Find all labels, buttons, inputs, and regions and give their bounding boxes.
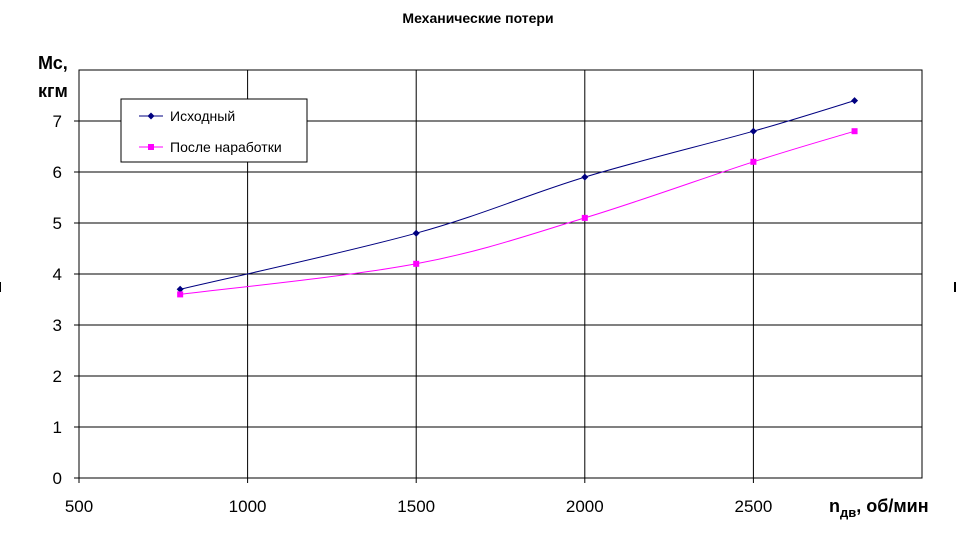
x-tick-label-0: 500 — [65, 497, 93, 516]
legend-box — [120, 98, 308, 163]
series-line-0 — [180, 100, 855, 290]
x-axis-label-subscript: дв — [840, 505, 856, 520]
y-tick-label-5: 5 — [53, 214, 62, 233]
series-0-point-2 — [581, 173, 589, 181]
series-0-point-4 — [851, 97, 859, 105]
y-tick-label-3: 3 — [53, 316, 62, 335]
legend-marker-1 — [148, 144, 154, 150]
y-axis-label-line2: кгм — [38, 81, 68, 101]
legend-marker-0 — [147, 112, 155, 120]
series-1-point-1 — [413, 260, 420, 267]
x-tick-label-3: 2000 — [566, 497, 604, 516]
series-1-point-3 — [750, 158, 757, 165]
y-axis-ticks: 0 1 2 3 4 5 6 7 — [53, 112, 79, 488]
legend-label-0: Исходный — [170, 108, 235, 124]
x-tick-label-4: 2500 — [734, 497, 772, 516]
series-0-point-3 — [749, 127, 757, 135]
legend-label-1: После наработки — [170, 139, 282, 155]
series-1-point-4 — [851, 128, 858, 135]
legend: Исходный После наработки — [120, 98, 308, 163]
y-tick-label-4: 4 — [53, 265, 62, 284]
series-layer — [176, 97, 859, 298]
series-line-1 — [180, 130, 855, 295]
y-tick-label-1: 1 — [53, 418, 62, 437]
y-tick-label-0: 0 — [53, 469, 62, 488]
x-axis-label-main: n — [829, 496, 840, 516]
x-axis-label: nдв, об/мин — [829, 496, 929, 520]
y-axis-label-line1: Мс, — [38, 53, 68, 73]
y-tick-label-2: 2 — [53, 367, 62, 386]
series-1-point-2 — [581, 214, 588, 221]
x-axis-ticks: 500 1000 1500 2000 2500 — [65, 478, 772, 516]
series-1-point-0 — [177, 291, 184, 298]
x-tick-label-2: 1500 — [397, 497, 435, 516]
y-tick-label-7: 7 — [53, 112, 62, 131]
series-0-point-1 — [412, 229, 420, 237]
y-tick-label-6: 6 — [53, 163, 62, 182]
x-tick-label-1: 1000 — [229, 497, 267, 516]
series-0-point-0 — [176, 285, 184, 293]
x-axis-label-rest: , об/мин — [856, 496, 928, 516]
chart-title: Механические потери — [402, 10, 553, 26]
